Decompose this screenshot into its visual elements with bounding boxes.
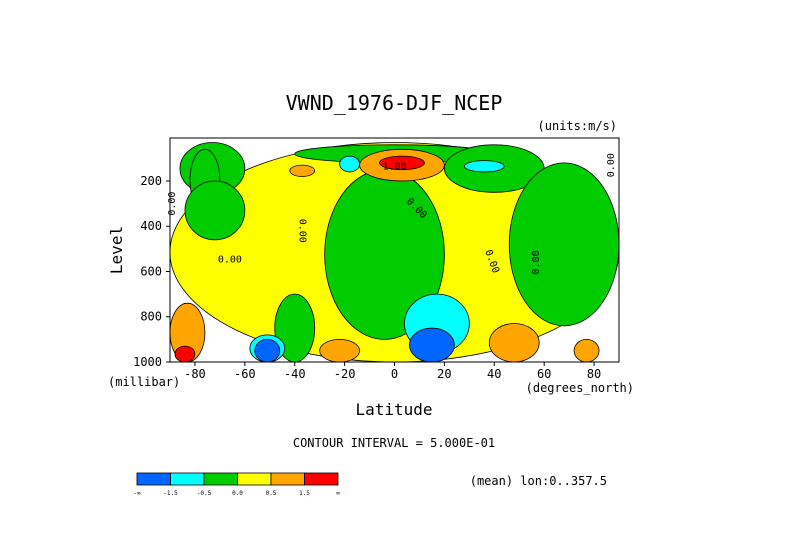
x-tick-label: -20 (334, 367, 356, 381)
contour-region-blue (254, 338, 281, 362)
x-tick-label: 0 (391, 367, 398, 381)
y-tick-label: 600 (140, 264, 162, 278)
legend-tick-label: 1.5 (299, 490, 310, 497)
contour-label: 1.00 (382, 162, 406, 173)
legend-tick-label: -∞ (133, 490, 141, 497)
legend-tick-label: -0.5 (197, 490, 212, 497)
legend-tick-label: 0.5 (266, 490, 277, 497)
contour-region-orange (289, 164, 316, 177)
x-tick-label: 40 (487, 367, 501, 381)
x-tick-label: 60 (537, 367, 551, 381)
y-tick-label: 400 (140, 219, 162, 233)
field-fill (170, 138, 619, 362)
y-tick-label: 800 (140, 310, 162, 324)
y-tick-label: 1000 (133, 355, 162, 369)
chart-title: VWND_1976-DJF_NCEP (286, 91, 503, 115)
contour-region-cyan (339, 155, 360, 173)
legend-tick-label: -1.5 (163, 490, 178, 497)
x-tick-label: -40 (284, 367, 306, 381)
x-axis: -80 -60 -40 -20 0 20 40 60 80 (184, 362, 601, 381)
x-tick-label: -80 (184, 367, 206, 381)
legend-swatch (304, 472, 339, 486)
y-axis-label: Level (107, 226, 126, 274)
contour-region-orange (488, 323, 540, 362)
contour-region-red (174, 345, 196, 362)
colorbar-legend: -∞ -1.5 -0.5 0.0 0.5 1.5 ∞ (133, 472, 340, 497)
contour-region-cyan (463, 160, 505, 173)
x-units: (degrees_north) (526, 381, 634, 395)
legend-tick-label: ∞ (336, 490, 340, 497)
y-units: (millibar) (108, 375, 180, 389)
legend-swatch (203, 472, 238, 486)
contour-label: 0.00 (218, 254, 242, 265)
x-tick-label: 20 (437, 367, 451, 381)
contour-region-red (379, 155, 425, 171)
contour-label: 0.00 (606, 153, 617, 177)
x-tick-label: -60 (234, 367, 256, 381)
contour-region-blue (409, 327, 455, 362)
contour-label: 0.00 (167, 192, 178, 216)
contour-interval: CONTOUR INTERVAL = 5.000E-01 (293, 436, 495, 450)
contour-region-green (274, 293, 316, 362)
y-axis: 200 400 600 800 1000 (133, 174, 170, 369)
y-tick-label: 200 (140, 174, 162, 188)
legend-swatch (136, 472, 171, 486)
legend-swatch (170, 472, 205, 486)
contour-region-green (184, 180, 246, 241)
contour-region-orange (319, 338, 360, 362)
contour-region-green (508, 162, 619, 327)
legend-swatch (270, 472, 305, 486)
plot-area: 1.000.000.000.000.00 0.000.000.00 (167, 137, 620, 363)
x-axis-label: Latitude (355, 400, 432, 419)
contour-region-orange (573, 338, 600, 362)
contour-label: 0.00 (531, 250, 542, 274)
units-note: (units:m/s) (538, 119, 617, 133)
legend-tick-label: 0.0 (232, 490, 243, 497)
legend-swatch (237, 472, 272, 486)
mean-note: (mean) lon:0..357.5 (470, 474, 607, 488)
x-tick-label: 80 (587, 367, 601, 381)
contour-label: 0.00 (297, 219, 308, 243)
